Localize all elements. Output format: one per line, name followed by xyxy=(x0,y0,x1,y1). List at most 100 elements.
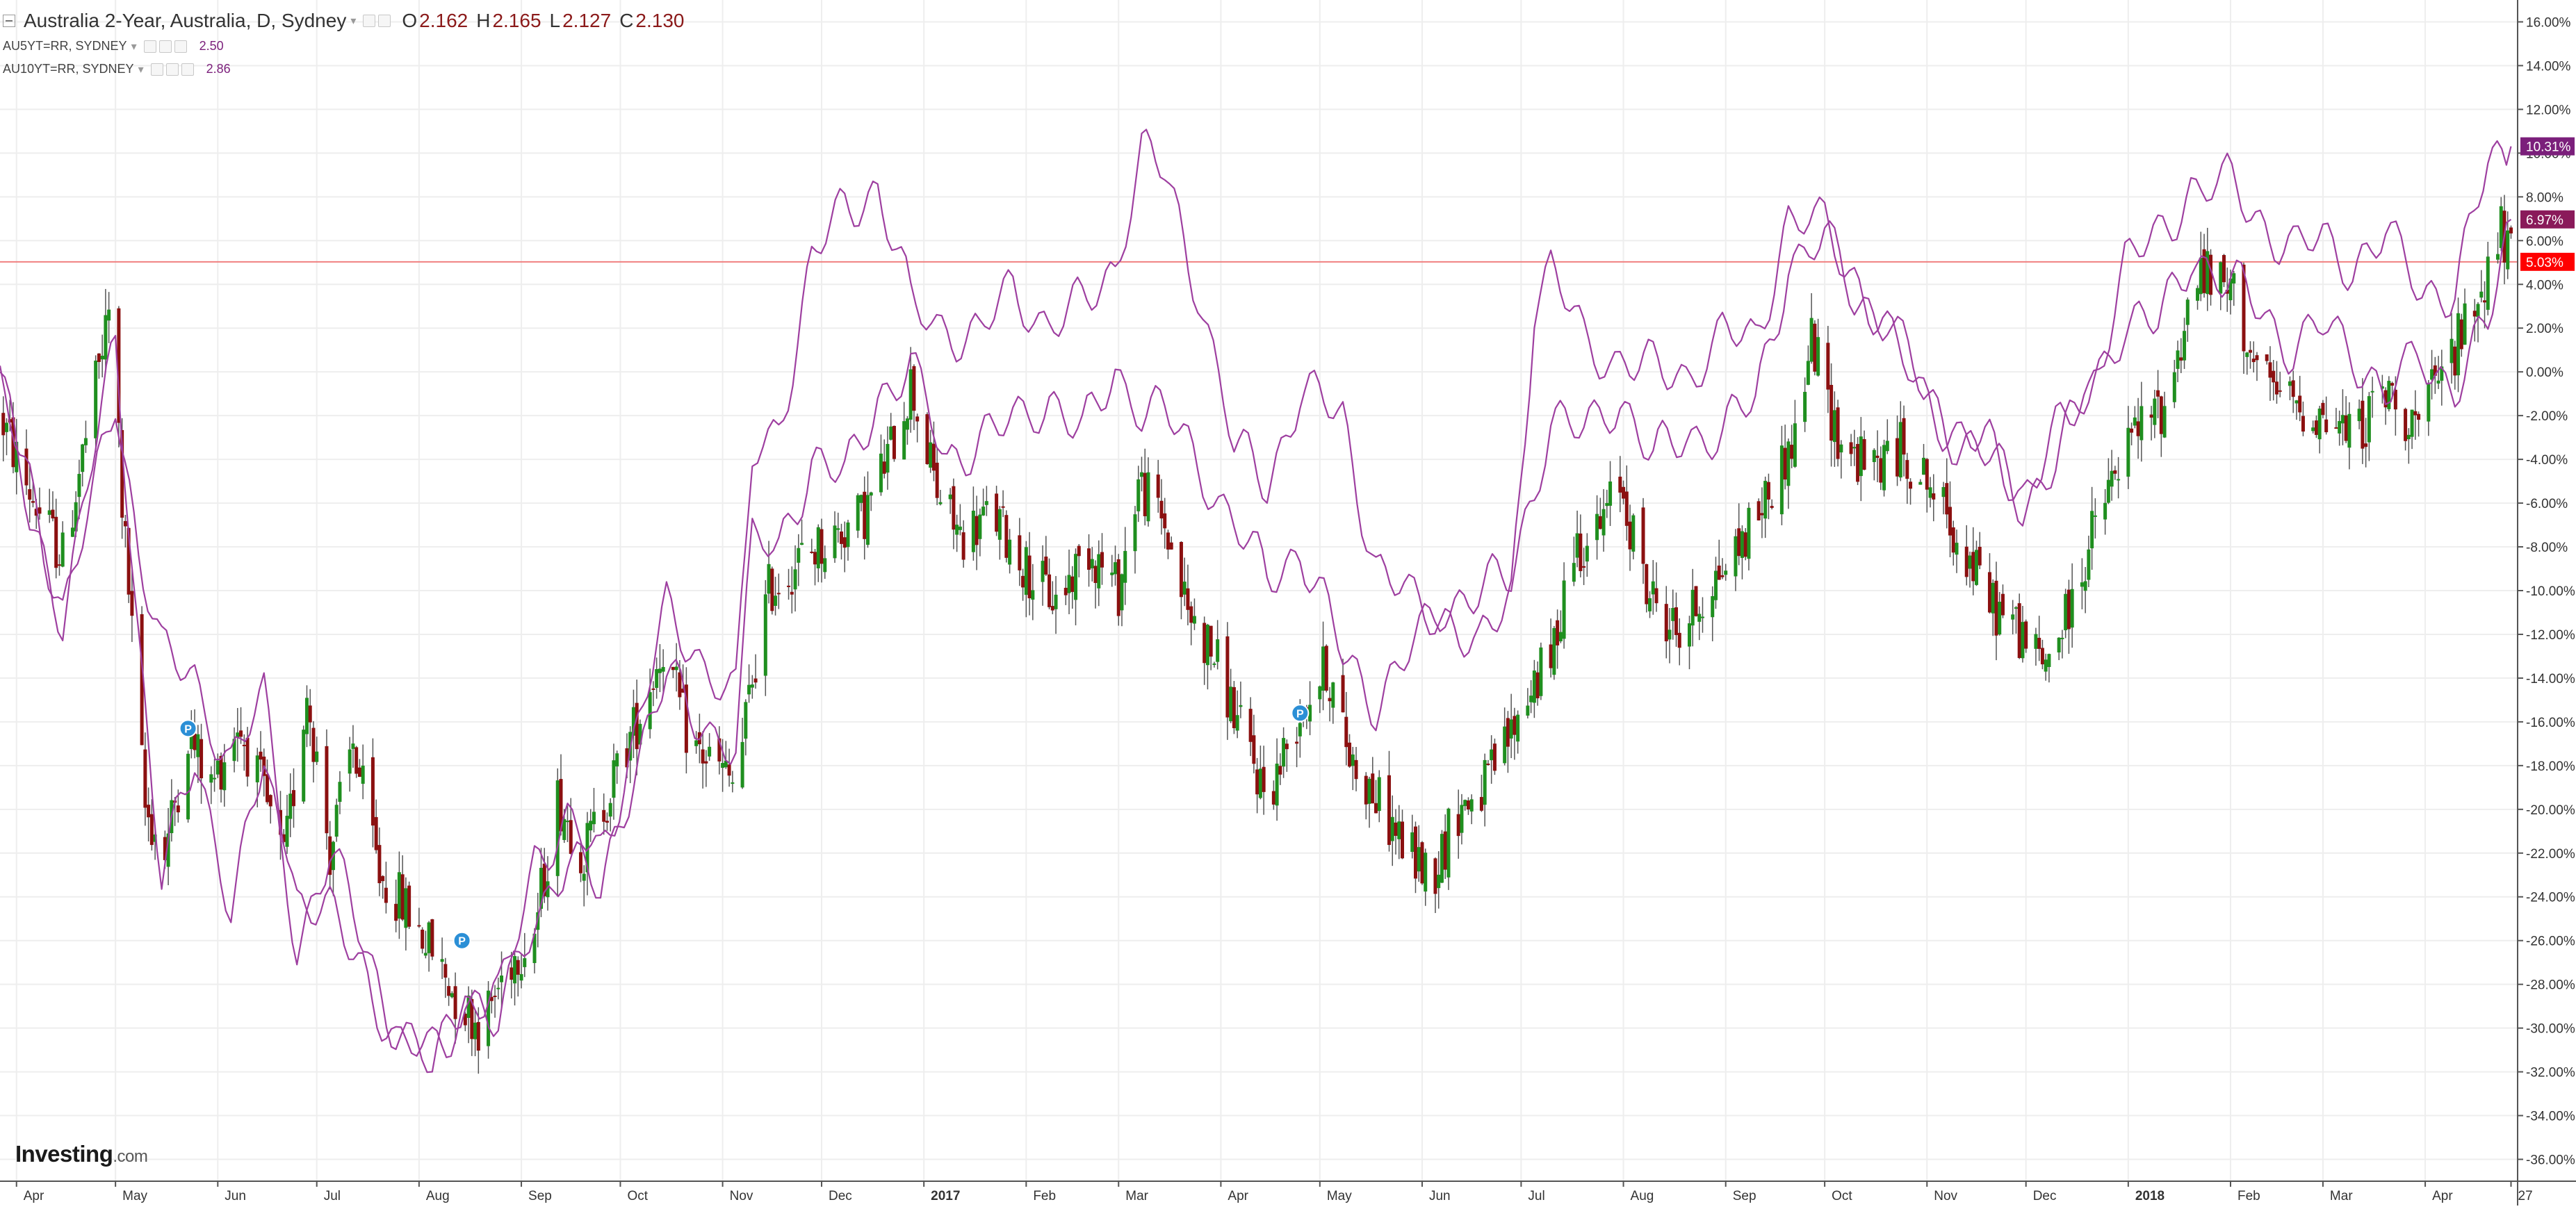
candle-up xyxy=(1852,447,1857,449)
candle-down xyxy=(2251,359,2256,363)
settings-icon[interactable] xyxy=(378,15,391,27)
y-tick-label: -4.00% xyxy=(2526,453,2568,468)
candle-down xyxy=(842,537,847,548)
p-bubble-icon xyxy=(179,719,197,738)
time-axis[interactable]: Apr May Jun Jul Aug Sep Oct Nov Dec 2017 Feb Mar Apr… xyxy=(24,1189,2533,1203)
price-axis[interactable]: 16.00%14.00%12.00%10.00%8.00%6.00%4.00%2… xyxy=(2526,15,2575,1167)
candle-up xyxy=(958,526,962,530)
candle-up xyxy=(1516,714,1520,742)
x-tick-label: 27 xyxy=(2518,1189,2533,1203)
candle-down xyxy=(787,585,791,587)
candle-up xyxy=(1595,513,1599,541)
candle-down xyxy=(1027,555,1032,599)
candle-down xyxy=(2156,390,2160,397)
settings-icon[interactable] xyxy=(165,63,179,76)
investing-logo[interactable]: Investing.com xyxy=(15,1141,148,1167)
candle-up xyxy=(4,422,8,432)
candle-up xyxy=(496,987,500,989)
candle-up xyxy=(674,666,678,671)
candle-up xyxy=(285,816,289,847)
candle-up xyxy=(1885,441,1889,452)
candle-down xyxy=(1987,572,1991,613)
candle-up xyxy=(100,355,104,360)
candle-up xyxy=(2110,470,2114,487)
eye-icon[interactable] xyxy=(143,40,156,53)
candle-up xyxy=(1235,715,1239,731)
candle-up xyxy=(513,956,517,984)
candle-up xyxy=(15,441,19,472)
candle-down xyxy=(975,516,979,545)
candle-down xyxy=(239,730,243,737)
candle-down xyxy=(493,995,497,997)
compare-series-1-title[interactable]: AU5YT=RR, SYDNEY xyxy=(3,39,127,53)
candle-down xyxy=(1371,773,1375,804)
candle-up xyxy=(70,527,74,537)
candle-up xyxy=(2196,288,2200,301)
eye-icon[interactable] xyxy=(363,15,376,27)
high-key: H xyxy=(476,10,491,31)
candle-up xyxy=(2499,206,2503,248)
candle-down xyxy=(1964,546,1968,577)
candle-up xyxy=(2047,654,2051,667)
open-value: 2.162 xyxy=(419,10,468,31)
candle-down xyxy=(2404,409,2408,441)
candle-down xyxy=(2324,419,2329,433)
candle-up xyxy=(2370,390,2374,393)
candle-down xyxy=(2361,400,2365,449)
candle-down xyxy=(1694,586,1698,616)
candle-down xyxy=(1324,645,1328,691)
chevron-down-icon[interactable]: ▾ xyxy=(138,63,144,76)
candle-down xyxy=(2298,395,2302,413)
candle-down xyxy=(1896,438,1900,477)
candle-up xyxy=(1539,647,1543,696)
close-icon[interactable] xyxy=(174,40,187,53)
candle-up xyxy=(1410,832,1415,853)
close-icon[interactable] xyxy=(181,63,194,76)
y-tick-label: -8.00% xyxy=(2526,541,2568,555)
y-tick-label: -22.00% xyxy=(2526,847,2575,862)
candle-down xyxy=(2268,362,2272,378)
candle-down xyxy=(1077,545,1081,557)
candle-down xyxy=(1836,407,1840,459)
chevron-down-icon[interactable]: ▾ xyxy=(131,40,137,53)
candle-down xyxy=(1093,566,1098,584)
candle-up xyxy=(1503,726,1507,764)
eye-icon[interactable] xyxy=(150,63,163,76)
candle-up xyxy=(1008,539,1012,565)
candle-up xyxy=(1258,768,1262,798)
candle-up xyxy=(255,755,259,782)
candle-down xyxy=(1618,477,1622,493)
collapse-legend-button[interactable] xyxy=(3,15,15,27)
candle-down xyxy=(2390,383,2395,386)
candle-down xyxy=(219,755,223,790)
event-marker-label: P xyxy=(1296,708,1304,720)
candle-up xyxy=(1469,799,1474,812)
candle-up xyxy=(351,743,355,749)
candle-up xyxy=(2476,304,2480,318)
candle-up xyxy=(1146,472,1150,522)
chevron-down-icon[interactable]: ▾ xyxy=(350,15,357,27)
candle-down xyxy=(1756,501,1761,521)
candle-down xyxy=(678,672,682,698)
candle-down xyxy=(308,705,312,723)
candle-down xyxy=(2017,603,2021,659)
candle-up xyxy=(47,510,51,515)
candle-down xyxy=(1826,343,1830,390)
x-tick-label: Oct xyxy=(627,1189,648,1203)
candle-up xyxy=(816,527,820,568)
candle-up xyxy=(2011,614,2015,620)
settings-icon[interactable] xyxy=(158,40,172,53)
candle-up xyxy=(2294,400,2299,404)
y-tick-label: 16.00% xyxy=(2526,15,2571,30)
candle-up xyxy=(519,973,523,981)
candle-down xyxy=(1063,587,1068,595)
candle-up xyxy=(397,872,401,919)
candle-down xyxy=(1341,675,1345,713)
candle-up xyxy=(1779,445,1784,515)
candle-down xyxy=(1050,606,1054,611)
compare-series-2-title[interactable]: AU10YT=RR, SYDNEY xyxy=(3,62,134,76)
legend-main-title[interactable]: Australia 2-Year, Australia, D, Sydney xyxy=(24,10,347,31)
candle-down xyxy=(1203,623,1207,664)
